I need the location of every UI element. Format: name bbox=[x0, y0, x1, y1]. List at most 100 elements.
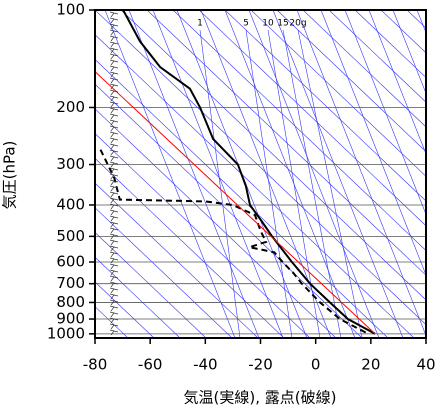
y-tick-label: 400 bbox=[56, 195, 85, 213]
wind-barb bbox=[109, 209, 119, 216]
adiabat-line bbox=[302, 10, 426, 128]
wind-barb bbox=[109, 77, 119, 84]
adiabat-line bbox=[95, 108, 337, 338]
adiabat-line bbox=[380, 10, 426, 54]
mixing-ratio-line bbox=[199, 29, 241, 338]
wind-barb bbox=[109, 35, 119, 42]
wind-barb bbox=[109, 113, 119, 120]
wind-barb bbox=[109, 311, 119, 318]
mixing-ratio-line bbox=[267, 29, 321, 338]
wind-barb bbox=[109, 167, 119, 174]
isotherm-line bbox=[224, 10, 356, 338]
y-tick-label: 100 bbox=[56, 1, 85, 19]
wind-barb bbox=[109, 161, 119, 168]
wind-barb bbox=[109, 251, 119, 258]
profile-line bbox=[122, 10, 376, 335]
adiabat-line bbox=[224, 10, 426, 202]
mixing-ratio-label: 20g bbox=[289, 19, 306, 29]
grid bbox=[89, 9, 427, 344]
isotherm-line bbox=[152, 10, 284, 338]
x-tick-label: -40 bbox=[193, 356, 218, 374]
x-tick-label: -80 bbox=[83, 356, 108, 374]
wind-barb bbox=[109, 89, 119, 96]
wind-barb bbox=[109, 125, 119, 132]
mixing-ratio-label: 1 bbox=[197, 19, 203, 29]
adiabat-line bbox=[172, 10, 426, 251]
adiabat-line bbox=[250, 10, 426, 177]
wind-barb bbox=[109, 65, 119, 72]
wind-barb bbox=[109, 41, 119, 48]
wind-barb bbox=[109, 101, 119, 108]
wind-barb bbox=[109, 215, 119, 222]
mixing-ratio-label: 15 bbox=[277, 19, 288, 29]
wind-barb bbox=[109, 155, 119, 162]
x-tick-label: 20 bbox=[361, 356, 380, 374]
y-tick-label: 800 bbox=[56, 293, 85, 311]
wind-barb bbox=[109, 47, 119, 54]
wind-barb bbox=[109, 239, 119, 246]
wind-barb bbox=[109, 23, 119, 30]
adiabat-line bbox=[276, 10, 426, 153]
wind-barb bbox=[109, 83, 119, 90]
wind-barb bbox=[109, 71, 119, 78]
wind-barb bbox=[109, 107, 119, 114]
isotherm-line bbox=[320, 10, 426, 276]
wind-barb bbox=[109, 137, 119, 144]
adiabat-line bbox=[198, 10, 426, 227]
plot-frame bbox=[94, 9, 427, 339]
wind-barb bbox=[109, 143, 119, 150]
adiabat-line bbox=[95, 232, 207, 338]
wind-barb bbox=[109, 281, 119, 288]
wind-barb bbox=[109, 299, 119, 306]
wind-barb bbox=[109, 191, 119, 198]
isotherm-line bbox=[392, 10, 426, 95]
x-tick-label: 0 bbox=[311, 356, 321, 374]
wind-barb bbox=[109, 95, 119, 102]
adiabat-line bbox=[146, 10, 426, 276]
adiabat-line bbox=[354, 10, 426, 78]
mixing-ratio-label: 10 bbox=[262, 19, 274, 29]
wind-barb bbox=[109, 185, 119, 192]
isotherm-line bbox=[344, 10, 426, 216]
y-tick-label: 300 bbox=[56, 155, 85, 173]
wind-barb bbox=[109, 317, 119, 324]
wind-barb bbox=[109, 149, 119, 156]
x-tick-label: 40 bbox=[416, 356, 435, 374]
x-axis-label: 気温(実線), 露点(破線) bbox=[184, 389, 337, 407]
y-tick-label: 200 bbox=[56, 98, 85, 116]
wind-barb bbox=[109, 179, 119, 186]
wind-barb bbox=[109, 269, 119, 276]
wind-barb bbox=[109, 227, 119, 234]
wind-barb bbox=[109, 287, 119, 294]
wind-barb bbox=[109, 233, 119, 240]
wind-barb bbox=[109, 197, 119, 204]
adiabat-line bbox=[95, 182, 259, 338]
isotherm-line bbox=[128, 10, 260, 338]
wind-barb bbox=[109, 11, 119, 18]
wind-barb bbox=[109, 275, 119, 282]
profiles bbox=[95, 10, 376, 335]
y-axis-label: 気圧(hPa) bbox=[1, 141, 19, 210]
wind-barb bbox=[109, 203, 119, 210]
y-tick-label: 500 bbox=[56, 227, 85, 245]
mixing-ratio-label: 5 bbox=[243, 19, 249, 29]
wind-barb bbox=[109, 263, 119, 270]
y-tick-label: 900 bbox=[56, 310, 85, 328]
wind-barb bbox=[109, 329, 119, 336]
adiabat-line bbox=[406, 10, 426, 29]
profile-line bbox=[95, 71, 376, 335]
mixing-ratio-line bbox=[245, 29, 293, 338]
isotherm-line bbox=[368, 10, 426, 155]
wind-barb bbox=[109, 221, 119, 228]
adiabat-line bbox=[95, 10, 426, 326]
x-tick-label: -20 bbox=[248, 356, 273, 374]
wind-barb bbox=[109, 173, 119, 180]
wind-barb bbox=[109, 245, 119, 252]
y-tick-label: 700 bbox=[56, 274, 85, 292]
wind-barb bbox=[109, 257, 119, 264]
wind-barb bbox=[109, 29, 119, 36]
wind-barb bbox=[109, 59, 119, 66]
wind-barb bbox=[109, 119, 119, 126]
isotherm-line bbox=[248, 10, 380, 338]
